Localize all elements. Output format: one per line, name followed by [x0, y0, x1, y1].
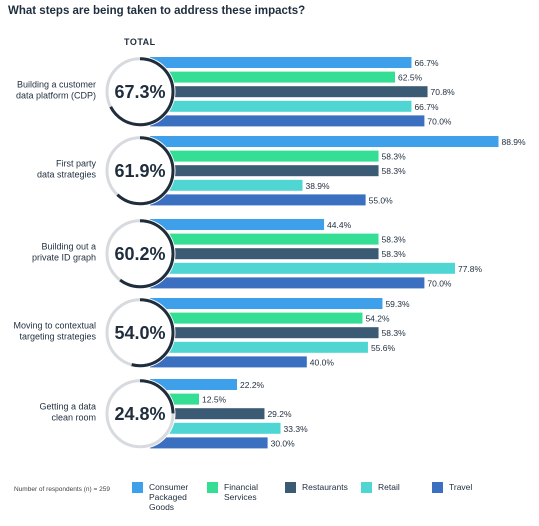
- bar: [150, 179, 303, 191]
- bar-value-label: 62.5%: [398, 73, 423, 83]
- bar-value-label: 70.0%: [427, 278, 452, 288]
- legend-swatch: [285, 482, 296, 493]
- bar: [150, 100, 412, 112]
- total-value: 67.3%: [114, 82, 165, 102]
- bar-chart: 66.7% 62.5% 70.8% 66.7% 70.0% 67.3% Building a…: [13, 56, 526, 450]
- legend-label: Consumer Packaged Goods: [149, 482, 189, 512]
- bar: [150, 356, 307, 368]
- legend-item: Restaurants: [285, 482, 348, 493]
- category-label: clean room: [51, 413, 96, 423]
- bar-value-label: 66.7%: [414, 58, 439, 68]
- category-label: First party: [56, 159, 97, 169]
- bar: [150, 422, 281, 434]
- bar: [150, 393, 199, 405]
- category-label: Building a customer: [17, 80, 96, 90]
- total-circle-bg: [104, 378, 176, 450]
- legend-label: Retail: [378, 482, 400, 492]
- bar-value-label: 58.3%: [382, 328, 407, 338]
- bar-value-label: 58.3%: [382, 152, 407, 162]
- bar-value-label: 70.0%: [427, 116, 452, 126]
- category-label: Moving to contextual: [13, 321, 96, 331]
- legend-item: Financial Services: [207, 482, 258, 502]
- total-value: 60.2%: [114, 244, 165, 264]
- bar-value-label: 12.5%: [202, 395, 227, 405]
- bar-value-label: 38.9%: [305, 181, 330, 191]
- bar: [150, 298, 383, 309]
- total-header: TOTAL: [124, 37, 156, 47]
- total-circle-bg: [104, 56, 176, 128]
- category-label: Getting a data: [39, 402, 96, 412]
- bar: [150, 136, 499, 147]
- bar: [150, 86, 428, 98]
- category-label: data strategies: [37, 170, 97, 180]
- bar-value-label: 29.2%: [267, 409, 292, 419]
- bar: [150, 408, 265, 420]
- bar-value-label: 66.7%: [414, 102, 439, 112]
- bar: [150, 165, 379, 177]
- category-label: private ID graph: [32, 253, 96, 263]
- total-circle-bg: [104, 218, 176, 290]
- total-ring-progress: [105, 219, 175, 289]
- category-label: Building out a: [41, 242, 96, 252]
- bar-value-label: 55.0%: [369, 195, 394, 205]
- bar-value-label: 33.3%: [284, 424, 309, 434]
- chart-title: What steps are being taken to address th…: [8, 5, 306, 17]
- legend-swatch: [432, 482, 443, 493]
- bar-value-label: 59.3%: [385, 299, 410, 309]
- bar: [150, 194, 366, 206]
- bar-value-label: 88.9%: [501, 137, 526, 147]
- bar-value-label: 40.0%: [310, 357, 335, 367]
- bar: [150, 233, 379, 245]
- legend-label: Financial Services: [224, 482, 259, 502]
- total-value: 61.9%: [114, 161, 165, 181]
- bar: [150, 248, 379, 260]
- bar: [150, 115, 425, 127]
- total-value: 54.0%: [114, 323, 165, 343]
- bar-value-label: 55.6%: [371, 343, 396, 353]
- legend-swatch: [207, 482, 218, 493]
- respondents-note: Number of respondents (n) = 259: [14, 486, 110, 493]
- bar: [150, 219, 325, 230]
- legend-item: Retail: [361, 482, 400, 493]
- bar: [150, 312, 363, 324]
- bar: [150, 341, 368, 353]
- legend-item: Travel: [432, 482, 472, 493]
- total-ring-progress: [105, 57, 175, 127]
- legend-item: Consumer Packaged Goods: [132, 482, 188, 512]
- bar: [150, 327, 379, 339]
- bar: [150, 262, 455, 274]
- bar-value-label: 70.8%: [431, 87, 456, 97]
- bar-value-label: 30.0%: [271, 438, 296, 448]
- total-circle-bg: [104, 135, 176, 207]
- category-label: targeting strategies: [19, 332, 96, 342]
- legend-label: Travel: [449, 482, 473, 492]
- bar-value-label: 58.3%: [382, 249, 407, 259]
- bar-value-label: 58.3%: [382, 235, 407, 245]
- total-ring-progress: [105, 379, 175, 449]
- bar: [150, 57, 412, 68]
- bar-value-label: 58.3%: [382, 166, 407, 176]
- total-value: 24.8%: [114, 404, 165, 424]
- bar: [150, 71, 395, 83]
- total-ring-progress: [105, 298, 175, 368]
- total-circle-bg: [104, 297, 176, 369]
- bar-value-label: 44.4%: [327, 220, 352, 230]
- legend-label: Restaurants: [302, 482, 348, 492]
- category-label: data platform (CDP): [16, 91, 96, 101]
- bar-value-label: 77.8%: [458, 264, 483, 274]
- bar: [150, 277, 425, 289]
- total-ring-progress: [105, 136, 175, 206]
- bar-value-label: 22.2%: [240, 380, 265, 390]
- bar: [150, 150, 379, 162]
- legend-swatch: [132, 482, 143, 493]
- bar-value-label: 54.2%: [365, 314, 390, 324]
- bar: [150, 379, 238, 390]
- legend-swatch: [361, 482, 372, 493]
- bar: [150, 437, 268, 449]
